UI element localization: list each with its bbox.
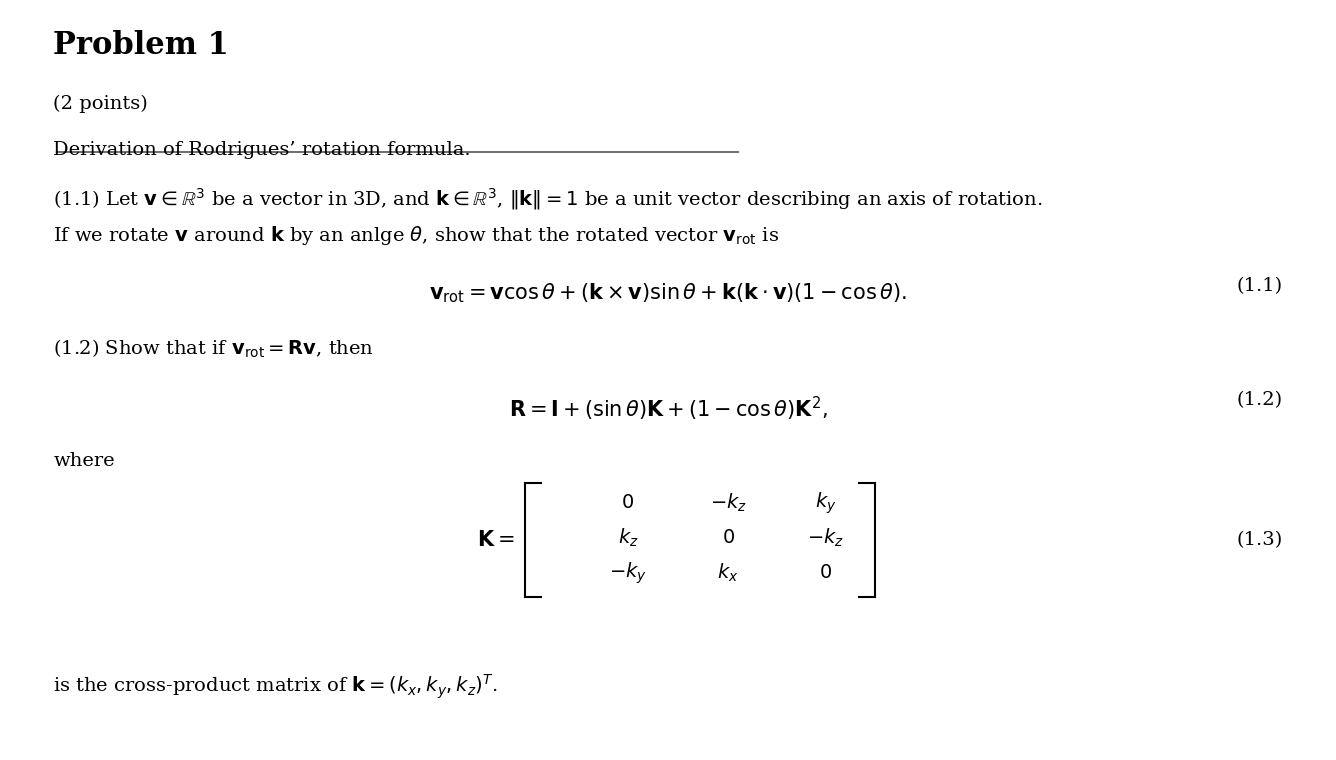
- Text: $0$: $0$: [721, 529, 735, 547]
- Text: $\mathbf{K} = $: $\mathbf{K} = $: [477, 530, 514, 549]
- Text: (1.2) Show that if $\mathbf{v}_\mathrm{rot} = \mathbf{R}\mathbf{v}$, then: (1.2) Show that if $\mathbf{v}_\mathrm{r…: [53, 338, 374, 360]
- Text: $-k_y$: $-k_y$: [609, 560, 647, 586]
- Text: If we rotate $\mathbf{v}$ around $\mathbf{k}$ by an anlge $\theta$, show that th: If we rotate $\mathbf{v}$ around $\mathb…: [53, 224, 779, 247]
- Text: $k_x$: $k_x$: [717, 562, 739, 584]
- Text: is the cross-product matrix of $\mathbf{k} = (k_x, k_y, k_z)^T$.: is the cross-product matrix of $\mathbf{…: [53, 673, 498, 701]
- Text: (1.1): (1.1): [1236, 277, 1283, 296]
- Text: (2 points): (2 points): [53, 95, 148, 113]
- Text: $k_y$: $k_y$: [815, 490, 836, 516]
- Text: where: where: [53, 452, 115, 470]
- Text: $0$: $0$: [621, 494, 635, 512]
- Text: (1.3): (1.3): [1236, 530, 1283, 549]
- Text: (1.1) Let $\mathbf{v} \in \mathbb{R}^3$ be a vector in 3D, and $\mathbf{k} \in \: (1.1) Let $\mathbf{v} \in \mathbb{R}^3$ …: [53, 186, 1043, 212]
- Text: $\mathbf{R} = \mathbf{I} + (\sin\theta)\mathbf{K} + (1 - \cos\theta)\mathbf{K}^2: $\mathbf{R} = \mathbf{I} + (\sin\theta)\…: [509, 395, 827, 423]
- Text: $0$: $0$: [819, 564, 832, 582]
- Text: $-k_z$: $-k_z$: [709, 492, 747, 515]
- Text: $k_z$: $k_z$: [617, 527, 639, 549]
- Text: Derivation of Rodrigues’ rotation formula.: Derivation of Rodrigues’ rotation formul…: [53, 141, 472, 159]
- Text: (1.2): (1.2): [1236, 391, 1283, 410]
- Text: $-k_z$: $-k_z$: [807, 527, 844, 549]
- Text: Problem 1: Problem 1: [53, 30, 230, 62]
- Text: $\mathbf{v}_\mathrm{rot} = \mathbf{v}\cos\theta + (\mathbf{k} \times \mathbf{v}): $\mathbf{v}_\mathrm{rot} = \mathbf{v}\co…: [429, 281, 907, 305]
